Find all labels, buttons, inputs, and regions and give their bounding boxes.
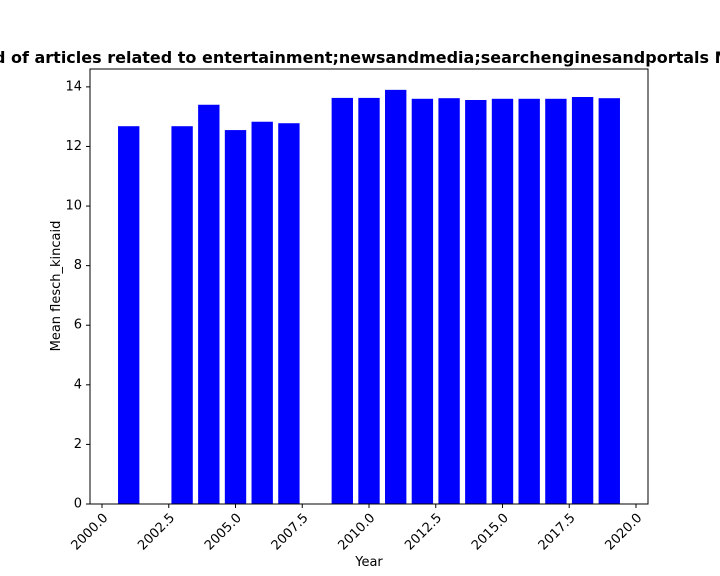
- bar-2015: [491, 98, 514, 504]
- bar-2013: [438, 98, 460, 504]
- x-tick-label: 2012.5: [402, 511, 445, 554]
- bar-2009: [331, 97, 353, 504]
- x-axis-label: Year: [354, 555, 383, 570]
- bar-2018: [571, 97, 594, 505]
- y-tick-label: 4: [74, 377, 82, 392]
- y-tick-label: 0: [74, 497, 82, 512]
- bar-2007: [278, 123, 300, 505]
- y-tick-label: 14: [65, 79, 82, 94]
- bar-2005: [224, 130, 247, 504]
- y-tick-label: 8: [74, 258, 82, 273]
- x-tick-label: 2005.0: [202, 511, 245, 554]
- bar-2011: [385, 89, 407, 504]
- bar-2012: [411, 98, 434, 504]
- x-tick-label: 2010.0: [336, 511, 379, 554]
- y-axis: 0 2 4 6 8 10 12 14: [65, 79, 90, 512]
- y-axis-label: Mean flesch_kincaid: [49, 221, 64, 352]
- chart-title: Mean flesch_kincaid of articles related …: [0, 48, 720, 67]
- bars-group: [118, 89, 620, 505]
- bar-2010: [358, 97, 380, 504]
- bar-2014: [465, 99, 487, 504]
- bar-2003: [171, 126, 193, 505]
- x-tick-label: 2015.0: [469, 511, 512, 554]
- bar-2006: [251, 121, 273, 504]
- x-axis: 2000.0 2002.5 2005.0 2007.5 2010.0 2012.5 2015…: [69, 504, 646, 554]
- bar-2016: [518, 98, 540, 504]
- x-tick-label: 2000.0: [69, 511, 112, 554]
- x-tick-label: 2002.5: [135, 511, 178, 554]
- bar-2017: [545, 98, 567, 504]
- x-tick-label: 2017.5: [536, 511, 579, 554]
- y-tick-label: 10: [65, 199, 82, 214]
- bar-2001: [118, 126, 140, 505]
- x-tick-label: 2007.5: [269, 511, 312, 554]
- y-tick-label: 2: [74, 437, 82, 452]
- y-tick-label: 6: [74, 318, 82, 333]
- y-tick-label: 12: [65, 139, 82, 154]
- bar-2004: [198, 104, 220, 505]
- bar-2019: [598, 98, 620, 504]
- x-tick-label: 2020.0: [603, 511, 646, 554]
